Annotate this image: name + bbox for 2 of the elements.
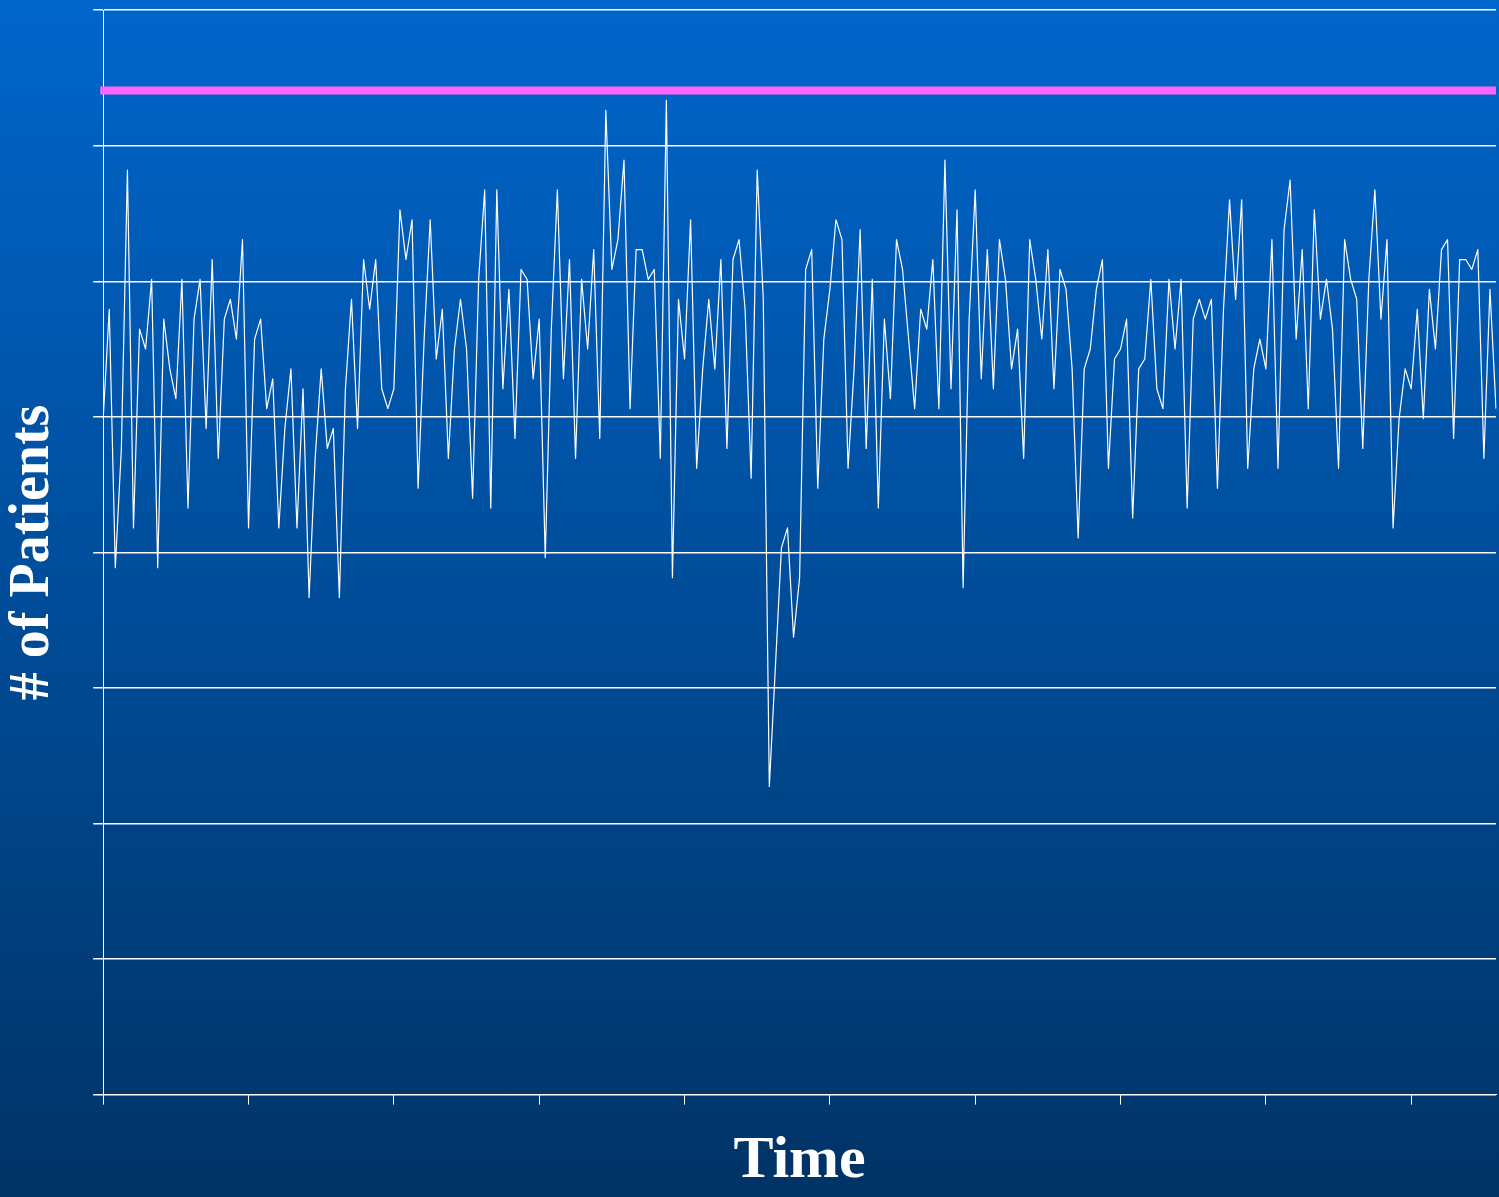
x-axis-title: Time [733, 1123, 866, 1190]
y-axis-title: # of Patients [0, 404, 61, 701]
